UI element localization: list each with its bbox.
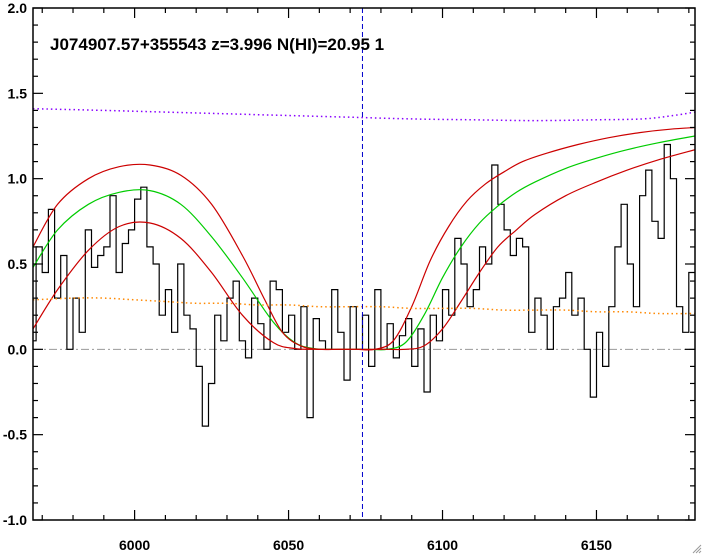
labels-layer: 6000 6050 6100 6150 -1.0 -0.5 0.0 0.5 1.0 1.5 2.0 bbox=[3, 0, 612, 553]
resize-grip-icon[interactable] bbox=[690, 542, 702, 554]
y-tick-label: 0.5 bbox=[8, 256, 28, 272]
y-tick-label: -1.0 bbox=[3, 512, 27, 528]
x-tick-label: 6100 bbox=[427, 537, 458, 553]
axes-layer bbox=[32, 7, 696, 521]
chart-title: J074907.57+355543 z=3.996 N(HI)=20.95 1 bbox=[50, 35, 384, 54]
x-tick-label: 6150 bbox=[581, 537, 612, 553]
model-upper-bound-line bbox=[33, 126, 695, 351]
y-tick-label: 1.0 bbox=[8, 171, 28, 187]
series-layer bbox=[33, 8, 695, 520]
model-lower-bound-line bbox=[33, 149, 695, 351]
y-tick-label: 2.0 bbox=[8, 0, 28, 16]
plot-area bbox=[33, 8, 695, 520]
x-tick-label: 6050 bbox=[273, 537, 304, 553]
y-tick-label: 1.5 bbox=[8, 85, 28, 101]
plot-frame bbox=[32, 7, 696, 521]
x-tick-label: 6000 bbox=[119, 537, 150, 553]
model-best-fit-line bbox=[33, 135, 695, 351]
y-tick-label: 0.0 bbox=[8, 341, 28, 357]
continuum-line bbox=[33, 107, 695, 122]
error-line bbox=[33, 297, 695, 315]
y-tick-label: -0.5 bbox=[3, 427, 27, 443]
